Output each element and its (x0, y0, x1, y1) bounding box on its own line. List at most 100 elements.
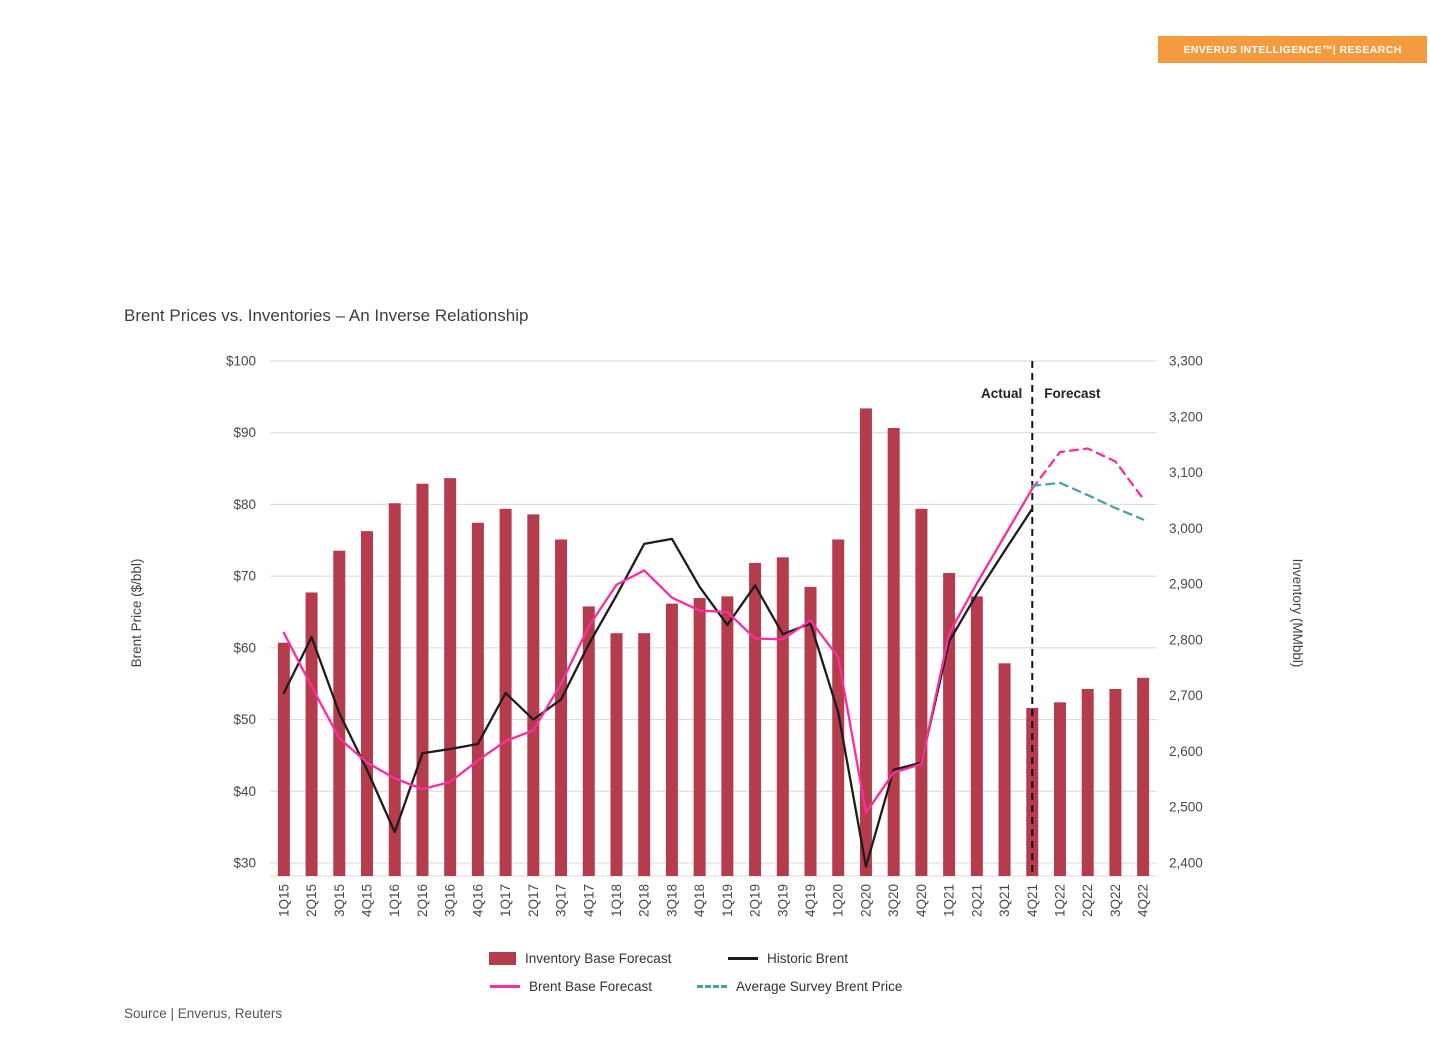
inventory-bar-2Q19 (749, 562, 762, 876)
x-axis-label-4Q15: 4Q15 (360, 884, 375, 917)
inventory-bar-3Q20 (887, 427, 900, 876)
legend-item-historic-brent: Historic Brent (728, 948, 848, 968)
x-axis-label-1Q19: 1Q19 (720, 884, 735, 917)
inventory-bar-4Q22 (1137, 677, 1150, 876)
x-axis-label-4Q22: 4Q22 (1136, 884, 1151, 917)
right-axis-tick-label: 2,500 (1169, 800, 1203, 815)
left-axis-tick-label: $50 (233, 712, 256, 727)
inventory-bar-2Q18 (638, 633, 651, 876)
legend-label: Inventory Base Forecast (525, 950, 672, 966)
actual-label: Actual (981, 386, 1022, 401)
x-axis-label-4Q16: 4Q16 (470, 884, 485, 917)
source-note: Source | Enverus, Reuters (124, 1006, 283, 1021)
right-axis-tick-label: 3,200 (1169, 409, 1203, 424)
inventory-bar-3Q19 (776, 557, 789, 876)
inventory-bar-1Q22 (1053, 702, 1066, 876)
x-axis-label-1Q17: 1Q17 (498, 884, 513, 917)
x-axis-label-3Q16: 3Q16 (443, 884, 458, 917)
inventory-bar-4Q20 (915, 508, 928, 876)
x-axis-label-3Q15: 3Q15 (332, 884, 347, 917)
dashed-line-swatch-icon (697, 984, 727, 988)
right-axis-tick-label: 2,400 (1169, 856, 1203, 871)
x-axis-label-3Q17: 3Q17 (554, 884, 569, 917)
chart-title: Brent Prices vs. Inventories – An Invers… (124, 306, 529, 325)
legend-item-inventory-base-forecast: Inventory Base Forecast (489, 948, 671, 968)
legend-label: Historic Brent (767, 950, 849, 966)
right-axis-tick-label: 2,800 (1169, 632, 1203, 647)
right-axis-tick-label: 2,700 (1169, 688, 1203, 703)
inventory-bar-4Q15 (361, 531, 374, 876)
x-axis-label-1Q22: 1Q22 (1052, 884, 1067, 917)
inventory-bar-3Q18 (665, 603, 678, 876)
inventory-bar-2Q20 (859, 408, 872, 876)
right-axis-tick-label: 2,900 (1169, 577, 1203, 592)
x-axis-label-2Q22: 2Q22 (1080, 884, 1095, 917)
left-axis-title: Brent Price ($/bbl) (129, 559, 144, 668)
inventory-bar-3Q16 (444, 478, 457, 876)
inventory-bar-2Q22 (1081, 688, 1094, 876)
inventory-bar-3Q21 (998, 663, 1011, 876)
x-axis-label-4Q17: 4Q17 (581, 884, 596, 917)
x-axis-label-3Q20: 3Q20 (886, 884, 901, 917)
x-axis-label-1Q20: 1Q20 (831, 884, 846, 917)
inventory-bar-4Q17 (582, 606, 595, 876)
x-axis-label-4Q19: 4Q19 (803, 884, 818, 917)
x-axis-label-1Q16: 1Q16 (387, 884, 402, 917)
x-axis-label-2Q17: 2Q17 (526, 884, 541, 917)
inventory-bar-2Q17 (527, 514, 540, 876)
right-axis-title: Inventory (MMbbl) (1290, 559, 1305, 668)
line-average-survey-brent-price (1031, 481, 1145, 521)
inventory-bar-4Q16 (471, 522, 484, 876)
inventory-bar-1Q15 (277, 642, 290, 876)
solid-line-swatch-icon (728, 956, 758, 960)
inventory-bar-3Q22 (1109, 688, 1122, 876)
inventory-bar-1Q19 (721, 596, 734, 876)
x-axis-label-1Q15: 1Q15 (276, 884, 291, 917)
x-axis-label-4Q21: 4Q21 (1025, 884, 1040, 917)
x-axis-label-4Q18: 4Q18 (692, 884, 707, 917)
left-axis-tick-label: $70 (233, 569, 256, 584)
legend-label: Average Survey Brent Price (736, 978, 903, 994)
x-axis-label-3Q21: 3Q21 (997, 884, 1012, 917)
line-brent-base-forecast-forecast (1031, 447, 1145, 500)
x-axis-label-3Q22: 3Q22 (1108, 884, 1123, 917)
x-axis-label-2Q18: 2Q18 (637, 884, 652, 917)
legend-item-brent-base-forecast: Brent Base Forecast (490, 976, 652, 996)
right-axis-tick-label: 3,100 (1169, 465, 1203, 480)
enverus-logo-badge: ENVERUS INTELLIGENCE™| RESEARCH (1158, 36, 1427, 63)
forecast-label: Forecast (1044, 386, 1101, 401)
inventory-bar-1Q21 (943, 572, 956, 876)
left-axis-tick-label: $30 (233, 856, 256, 871)
x-axis-label-1Q21: 1Q21 (942, 884, 957, 917)
inventory-bar-1Q16 (388, 503, 401, 876)
x-axis-label-4Q20: 4Q20 (914, 884, 929, 917)
right-axis-tick-label: 3,000 (1169, 521, 1203, 536)
left-axis-tick-label: $100 (226, 354, 256, 369)
inventory-bar-2Q21 (970, 596, 983, 876)
left-axis-tick-label: $60 (233, 640, 256, 655)
inventory-bar-4Q21 (1026, 707, 1039, 876)
left-axis-tick-label: $40 (233, 784, 256, 799)
right-axis-tick-label: 2,600 (1169, 744, 1203, 759)
line-historic-brent (282, 507, 1034, 868)
legend-label: Brent Base Forecast (529, 978, 653, 994)
x-axis-label-2Q20: 2Q20 (858, 884, 873, 917)
legend-item-average-survey-brent-price: Average Survey Brent Price (697, 976, 902, 996)
inventory-bar-4Q18 (693, 598, 706, 876)
inventory-bar-2Q16 (416, 483, 429, 876)
x-axis-label-2Q19: 2Q19 (748, 884, 763, 917)
left-axis-tick-label: $80 (233, 497, 256, 512)
left-axis-tick-label: $90 (233, 425, 256, 440)
bar-swatch-icon (489, 951, 516, 965)
x-axis-label-2Q16: 2Q16 (415, 884, 430, 917)
x-axis-label-1Q18: 1Q18 (609, 884, 624, 917)
x-axis-label-3Q19: 3Q19 (775, 884, 790, 917)
inventory-bar-1Q18 (610, 633, 623, 876)
inventory-bar-2Q15 (305, 592, 318, 876)
x-axis-label-2Q21: 2Q21 (969, 884, 984, 917)
inventory-bar-1Q20 (832, 539, 845, 876)
x-axis-label-2Q15: 2Q15 (304, 884, 319, 917)
solid-line-swatch-icon (490, 984, 520, 988)
